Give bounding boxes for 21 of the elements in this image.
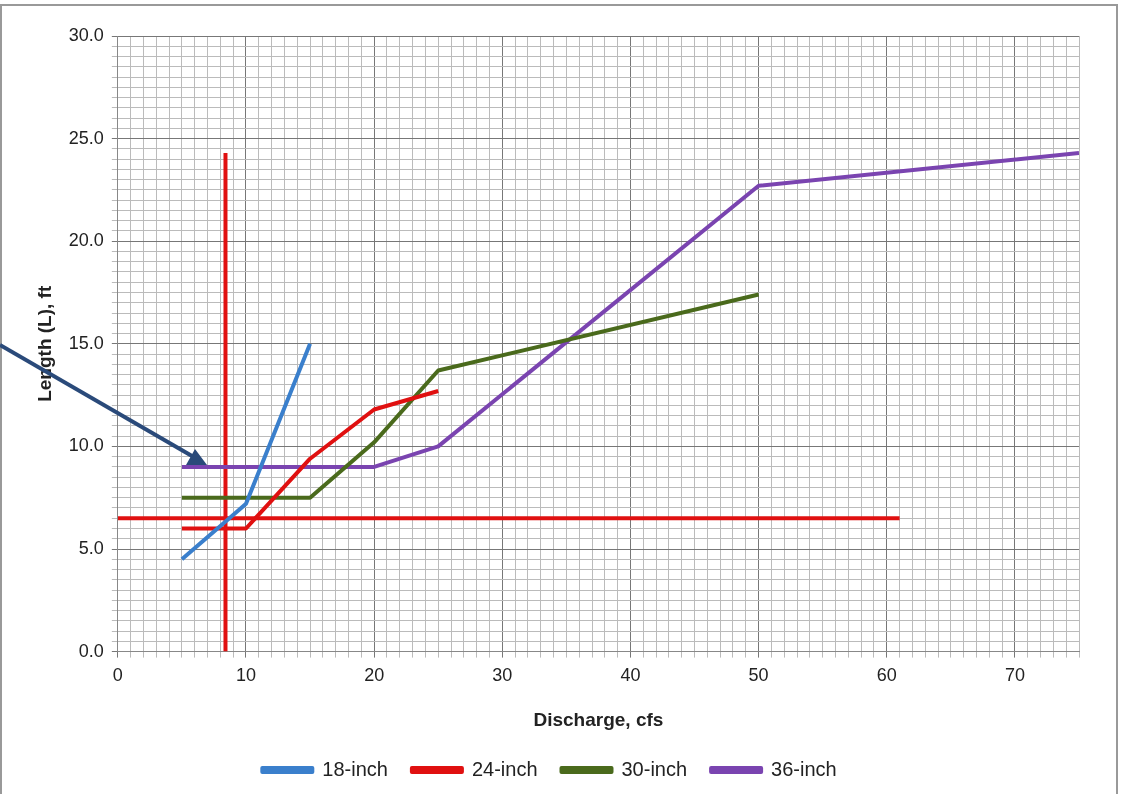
- legend-label: 18-inch: [322, 757, 388, 780]
- x-tick-label: 20: [364, 665, 385, 686]
- legend-label: 24-inch: [471, 757, 538, 780]
- x-tick-label: 40: [620, 665, 641, 686]
- x-tick-label: 30: [492, 665, 513, 686]
- y-tick-label: 20.0: [68, 230, 104, 251]
- y-axis-title: Length (L), ft: [33, 285, 55, 402]
- x-tick-label: 70: [1004, 665, 1025, 686]
- y-tick-label: 25.0: [68, 127, 104, 148]
- x-tick-label: 0: [112, 665, 123, 686]
- y-tick-label: 5.0: [78, 537, 104, 558]
- y-tick-label: 10.0: [68, 435, 104, 456]
- x-tick-label: 60: [876, 665, 897, 686]
- y-tick-label: 15.0: [68, 332, 104, 353]
- x-tick-label: 50: [748, 665, 769, 686]
- x-tick-label: 10: [235, 665, 256, 686]
- x-axis-title: Discharge, cfs: [533, 708, 664, 730]
- legend-label: 36-inch: [771, 757, 837, 780]
- y-tick-label: 0.0: [78, 640, 104, 661]
- legend-label: 30-inch: [621, 757, 688, 780]
- y-tick-label: 30.0: [68, 24, 104, 45]
